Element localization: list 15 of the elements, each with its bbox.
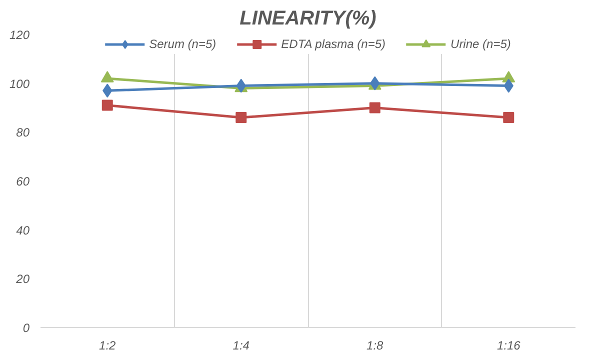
chart-title: LINEARITY(%) <box>240 8 377 30</box>
x-tick-label: 1:4 <box>232 338 250 352</box>
legend-label: EDTA plasma (n=5) <box>281 37 386 51</box>
x-tick-label: 1:2 <box>99 338 116 352</box>
x-tick-label: 1:16 <box>496 338 521 352</box>
y-tick-label: 120 <box>9 28 30 42</box>
y-tick-label: 80 <box>16 126 30 140</box>
y-tick-label: 0 <box>22 321 30 335</box>
legend-label: Serum (n=5) <box>149 37 216 51</box>
y-tick-label: 100 <box>9 76 30 91</box>
legend-label: Urine (n=5) <box>450 37 511 51</box>
y-tick-label: 60 <box>16 174 30 188</box>
x-tick-label: 1:8 <box>366 338 384 352</box>
y-tick-label: 40 <box>16 223 30 238</box>
y-tick-label: 20 <box>15 272 30 286</box>
